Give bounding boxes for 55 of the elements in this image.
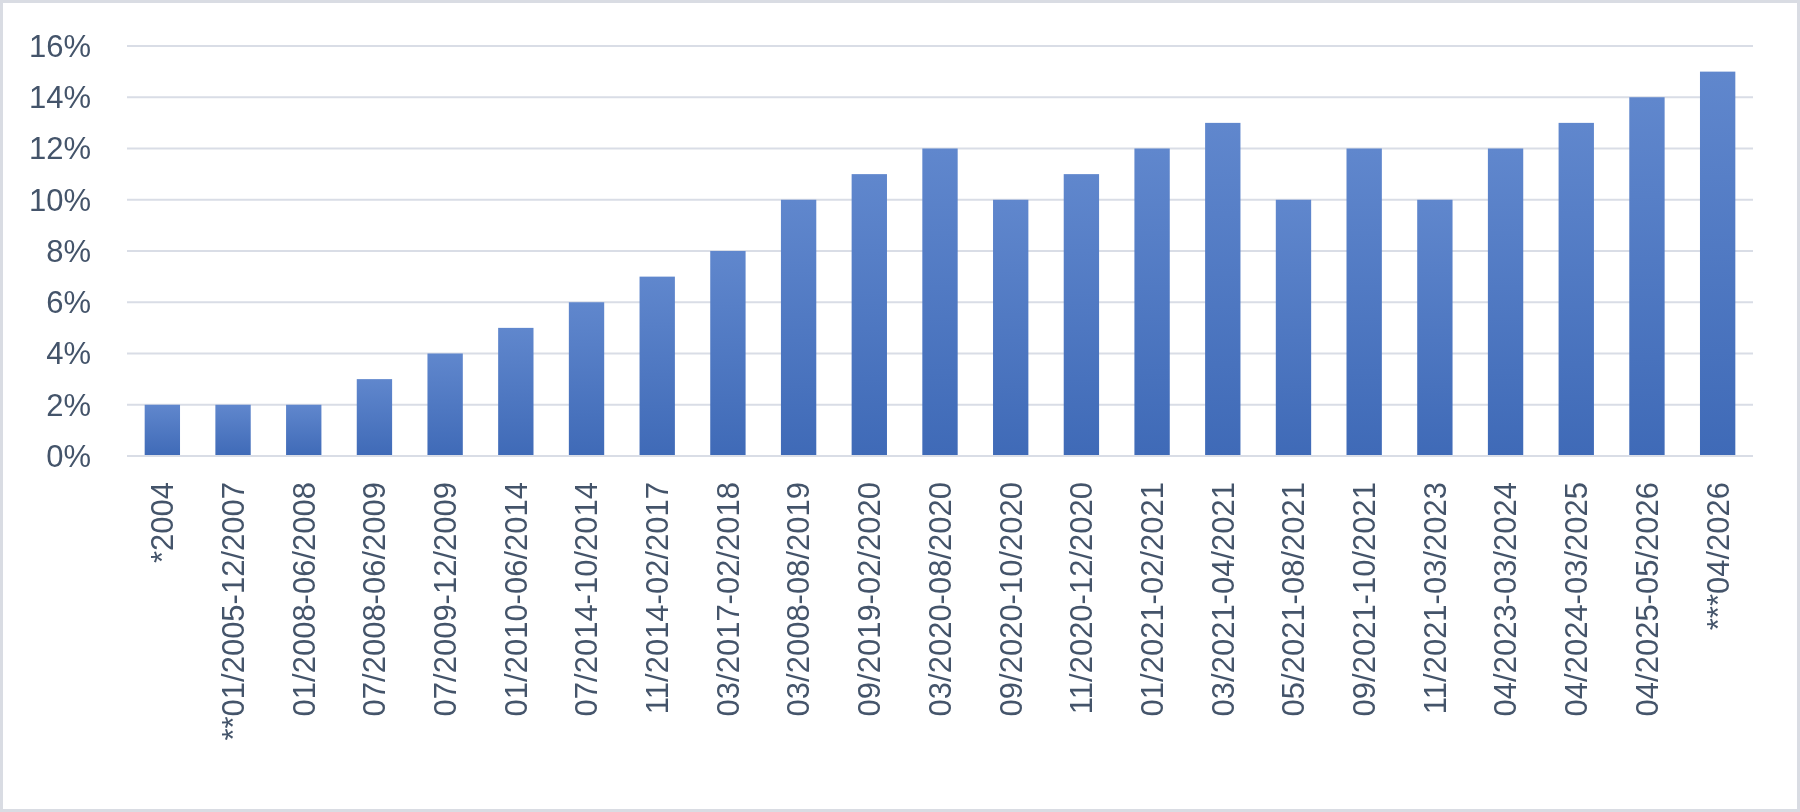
bar (1134, 148, 1170, 456)
x-tick-label: 07/2009-12/2009 (427, 482, 463, 717)
x-tick-label: 11/2014-02/2017 (640, 482, 676, 715)
bar (993, 199, 1029, 456)
x-tick-label: 09/2020-10/2020 (993, 482, 1029, 717)
bar (922, 148, 958, 456)
x-tick-label: 01/2008-06/2008 (286, 482, 322, 717)
y-tick-label: 10% (28, 182, 91, 218)
x-tick-label: 03/2017-02/2018 (710, 482, 746, 717)
bar (1275, 199, 1312, 456)
x-tick-label: 07/2014-10/2014 (569, 482, 605, 717)
bar (1205, 122, 1241, 456)
x-tick-label: ***04/2026 (1700, 482, 1736, 631)
bar (144, 404, 181, 456)
x-tick-label: 11/2020-12/2020 (1064, 482, 1100, 715)
bar (568, 302, 605, 456)
x-tick-label: 04/2025-05/2026 (1629, 482, 1665, 717)
bar (356, 379, 393, 456)
x-tick-label: 03/2021-04/2021 (1205, 482, 1241, 717)
bar (498, 327, 534, 456)
y-tick-label: 2% (46, 387, 91, 423)
bar (1063, 174, 1100, 456)
bar (710, 251, 746, 456)
bar (851, 174, 887, 456)
y-tick-label: 12% (28, 131, 91, 167)
y-tick-label: 4% (46, 336, 91, 372)
x-tick-label: **01/2005-12/2007 (215, 482, 251, 741)
x-tick-label: 09/2019-02/2020 (852, 482, 888, 717)
y-tick-label: 6% (46, 285, 91, 321)
y-tick-label: 14% (28, 80, 91, 116)
y-tick-label: 8% (46, 233, 91, 269)
bar (1346, 148, 1382, 456)
bar (780, 199, 817, 456)
x-tick-label: 05/2021-08/2021 (1276, 482, 1312, 717)
y-tick-label: 0% (46, 438, 91, 474)
x-tick-label: 03/2008-08/2019 (781, 482, 817, 717)
bar (639, 276, 675, 456)
x-tick-label: 07/2008-06/2009 (357, 482, 393, 717)
bar (215, 404, 251, 456)
bar (1487, 148, 1524, 456)
bar (1558, 122, 1594, 456)
x-tick-label: 04/2023-03/2024 (1488, 482, 1524, 717)
bar (286, 404, 322, 456)
bar (1699, 71, 1736, 456)
bar (1417, 199, 1453, 456)
x-tick-label: 11/2021-03/2023 (1417, 482, 1453, 715)
x-tick-label: 01/2010-06/2014 (498, 482, 534, 717)
x-tick-label: 09/2021-10/2021 (1347, 482, 1383, 717)
bar (427, 353, 463, 456)
x-tick-label: *2004 (145, 482, 181, 564)
bar (1629, 97, 1665, 456)
y-tick-label: 16% (28, 28, 91, 64)
x-tick-label: 01/2021-02/2021 (1134, 482, 1170, 717)
x-tick-label: 03/2020-08/2020 (922, 482, 958, 717)
x-tick-label: 04/2024-03/2025 (1559, 482, 1595, 717)
